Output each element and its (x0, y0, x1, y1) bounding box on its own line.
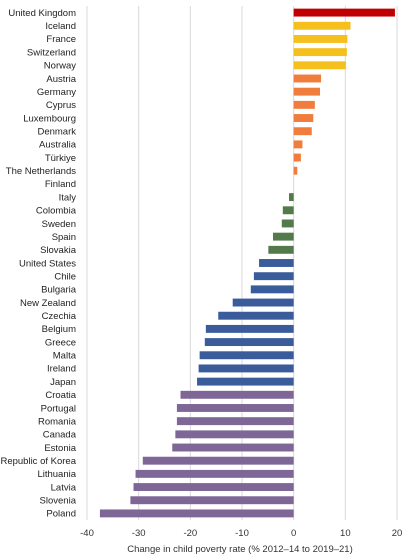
category-label: Türkiye (45, 153, 76, 164)
category-label: Chile (54, 271, 76, 282)
x-tick-label: -10 (235, 528, 249, 539)
category-label: Belgium (42, 324, 76, 335)
x-tick-label: -20 (183, 528, 197, 539)
bar (259, 259, 294, 267)
category-label: Croatia (45, 390, 76, 401)
x-axis-title: Change in child poverty rate (% 2012–14 … (127, 544, 353, 555)
category-label: Luxembourg (23, 113, 76, 124)
category-label: Poland (46, 509, 76, 520)
bar (99, 509, 294, 518)
bar (293, 74, 322, 83)
bar (135, 469, 294, 478)
bar (293, 166, 298, 175)
category-label: Lithuania (37, 469, 76, 480)
bar (205, 324, 294, 333)
bar (293, 127, 312, 136)
bar (176, 417, 294, 426)
category-label: Austria (46, 74, 76, 85)
bar (293, 153, 301, 162)
bar (175, 430, 294, 439)
bar (253, 272, 294, 281)
bar (142, 456, 294, 465)
category-label: Finland (45, 179, 76, 190)
category-label: United Kingdom (8, 8, 76, 19)
bar (273, 232, 294, 241)
bar (218, 311, 294, 320)
bar (293, 87, 321, 96)
x-tick-label: -40 (80, 528, 94, 539)
category-label: Australia (39, 140, 77, 151)
bar (281, 219, 294, 228)
category-label: Germany (37, 87, 76, 98)
bar (180, 390, 294, 399)
bar (293, 61, 346, 70)
bar (172, 443, 294, 452)
bar (282, 206, 294, 215)
category-label: Slovakia (40, 245, 77, 256)
bar (232, 298, 294, 307)
category-label: Spain (52, 232, 76, 243)
bar (293, 48, 347, 57)
category-label: Switzerland (27, 47, 76, 58)
category-label: United States (19, 258, 76, 269)
bar (293, 21, 351, 30)
category-label: Colombia (36, 206, 77, 217)
category-label: Italy (59, 192, 77, 203)
category-label: Slovenia (40, 496, 77, 507)
category-label: Romania (38, 416, 77, 427)
category-label: Estonia (44, 443, 76, 454)
bar (198, 364, 294, 373)
bar (293, 8, 395, 17)
bar (293, 100, 315, 109)
bar (293, 114, 314, 122)
category-label: The Netherlands (6, 166, 76, 177)
bar (204, 338, 294, 347)
category-label: Bulgaria (41, 285, 77, 296)
category-label: New Zealand (20, 298, 76, 309)
bar (250, 285, 294, 294)
bar (268, 245, 294, 254)
bar (289, 193, 294, 202)
x-tick-label: 20 (392, 528, 403, 539)
bar (293, 34, 348, 43)
category-label: Denmark (37, 127, 76, 138)
category-labels: United Kingdom Iceland France Switzerland No… (0, 8, 76, 520)
x-tick-label: 10 (340, 528, 351, 539)
category-label: Czechia (42, 311, 77, 322)
x-tick-label: -30 (132, 528, 146, 539)
x-axis-ticks: -40 -30 -20 -10 0 10 20 (80, 528, 402, 539)
bar (197, 377, 294, 386)
x-tick-label: 0 (291, 528, 296, 539)
category-label: Norway (44, 61, 76, 72)
category-label: Malta (53, 351, 77, 362)
category-label: Latvia (51, 482, 77, 493)
category-label: Ireland (47, 364, 76, 375)
category-label: Republic of Korea (0, 456, 76, 467)
category-label: Greece (45, 337, 76, 348)
bar (130, 496, 294, 505)
bar (199, 351, 294, 360)
category-label: Iceland (45, 21, 76, 32)
bar (176, 404, 294, 412)
category-label: France (46, 34, 76, 45)
category-label: Canada (43, 430, 77, 441)
category-label: Japan (50, 377, 76, 388)
bars (99, 8, 395, 518)
grid-lines (86, 6, 398, 520)
bar (293, 140, 303, 149)
category-label: Portugal (41, 403, 76, 414)
category-label: Sweden (42, 219, 76, 230)
bar (133, 483, 294, 492)
category-label: Cyprus (46, 100, 76, 111)
